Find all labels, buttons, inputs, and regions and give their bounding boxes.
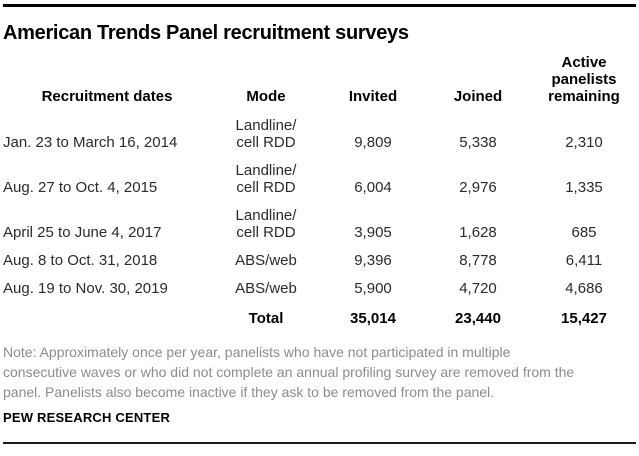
- cell-invited: 9,809: [354, 134, 392, 151]
- col-header-invited: Invited: [348, 88, 398, 105]
- table-row: April 25 to June 4, 2017 Landline/ cell …: [3, 199, 637, 244]
- cell-invited: 5,900: [354, 280, 392, 297]
- cell-date: Aug. 8 to Oct. 31, 2018: [3, 252, 158, 269]
- recruitment-table: Recruitment dates Mode Invited Joined Ac…: [3, 54, 637, 330]
- figure-container: American Trends Panel recruitment survey…: [0, 4, 639, 456]
- cell-joined: 5,338: [459, 134, 497, 151]
- table-header-row: Recruitment dates Mode Invited Joined Ac…: [3, 54, 637, 109]
- cell-mode: Landline/ cell RDD: [235, 162, 297, 196]
- table-row: Aug. 8 to Oct. 31, 2018 ABS/web 9,396 8,…: [3, 244, 637, 272]
- cell-mode: ABS/web: [235, 252, 297, 269]
- table-total-row: Total 35,014 23,440 15,427: [3, 300, 637, 330]
- cell-invited: 6,004: [354, 179, 392, 196]
- cell-total-active: 15,427: [561, 310, 607, 327]
- report-title: American Trends Panel recruitment survey…: [3, 22, 409, 44]
- cell-date: Aug. 19 to Nov. 30, 2019: [3, 280, 168, 297]
- col-header-mode: Mode: [246, 88, 286, 105]
- cell-date: Jan. 23 to March 16, 2014: [3, 134, 178, 151]
- col-header-joined: Joined: [453, 88, 503, 105]
- cell-active: 4,686: [565, 280, 603, 297]
- cell-joined: 4,720: [459, 280, 497, 297]
- cell-joined: 8,778: [459, 252, 497, 269]
- top-rule: [3, 4, 636, 7]
- cell-invited: 3,905: [354, 224, 392, 241]
- table-row: Aug. 19 to Nov. 30, 2019 ABS/web 5,900 4…: [3, 272, 637, 300]
- col-header-recruitment-dates: Recruitment dates: [41, 88, 173, 105]
- cell-mode: ABS/web: [235, 280, 297, 297]
- cell-invited: 9,396: [354, 252, 392, 269]
- footnote-text: Note: Approximately once per year, panel…: [3, 344, 575, 400]
- source-label: PEW RESEARCH CENTER: [3, 410, 171, 425]
- table-row: Jan. 23 to March 16, 2014 Landline/ cell…: [3, 109, 637, 154]
- cell-active: 6,411: [565, 252, 603, 269]
- cell-total-joined: 23,440: [455, 310, 501, 327]
- cell-total-label: Total: [248, 310, 284, 327]
- bottom-rule: [3, 442, 636, 444]
- cell-date: Aug. 27 to Oct. 4, 2015: [3, 179, 158, 196]
- col-header-active-panelists-remaining: Active panelists remaining: [548, 54, 620, 105]
- cell-active: 685: [571, 224, 597, 241]
- cell-joined: 1,628: [459, 224, 497, 241]
- table-row: Aug. 27 to Oct. 4, 2015 Landline/ cell R…: [3, 154, 637, 199]
- cell-mode: Landline/ cell RDD: [235, 207, 297, 241]
- cell-joined: 2,976: [459, 179, 497, 196]
- cell-mode: Landline/ cell RDD: [235, 117, 297, 151]
- cell-active: 2,310: [565, 134, 603, 151]
- cell-active: 1,335: [565, 179, 603, 196]
- cell-total-invited: 35,014: [350, 310, 396, 327]
- cell-date-empty: [3, 300, 211, 330]
- cell-date: April 25 to June 4, 2017: [3, 224, 162, 241]
